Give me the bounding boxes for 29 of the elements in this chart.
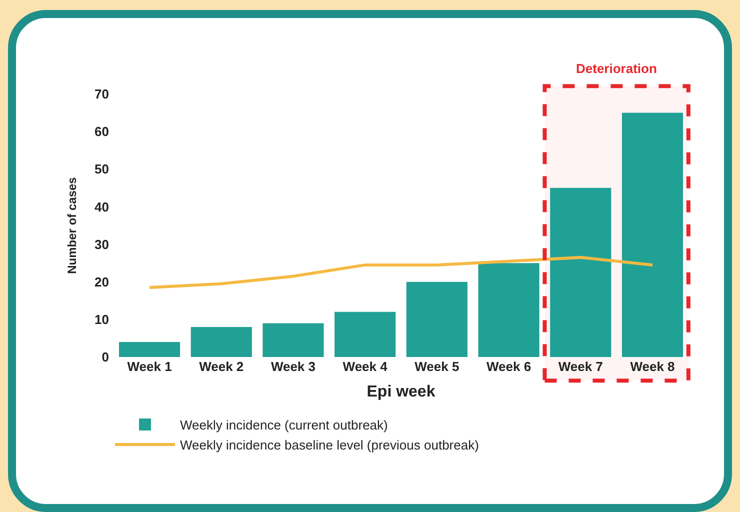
bar [478, 263, 540, 357]
bar [190, 326, 252, 357]
y-tick-label: 20 [94, 274, 109, 290]
y-tick-label: 30 [94, 236, 109, 252]
bar [118, 342, 180, 357]
x-tick-label: Week 8 [630, 359, 675, 374]
bar [550, 188, 612, 357]
x-axis-title: Epi week [366, 384, 436, 401]
y-tick-label: 60 [94, 124, 109, 140]
y-tick-label: 0 [102, 350, 109, 365]
bar [334, 312, 396, 357]
x-tick-label: Week 4 [342, 359, 388, 374]
x-tick-label: Week 7 [558, 359, 603, 374]
line-series [148, 256, 654, 289]
x-tick-label: Week 6 [486, 359, 532, 374]
x-tick-label: Week 3 [270, 359, 316, 374]
y-tick-label: 50 [94, 162, 109, 177]
x-tick-label: Week 2 [199, 359, 244, 374]
y-tick-label: 10 [94, 312, 109, 327]
bar [406, 282, 468, 357]
legend-label: Weekly incidence baseline level (previous outbreak) [180, 438, 479, 453]
y-tick-label: 40 [94, 199, 109, 214]
legend-label: Weekly incidence (current outbreak) [180, 418, 388, 433]
bar [262, 323, 324, 357]
x-tick-label: Week 1 [127, 359, 172, 374]
y-tick-label: 70 [94, 86, 109, 102]
band-label: Deterioration [576, 61, 657, 76]
x-tick-label: Week 5 [414, 359, 460, 374]
y-axis-title: Number of cases [65, 176, 79, 274]
